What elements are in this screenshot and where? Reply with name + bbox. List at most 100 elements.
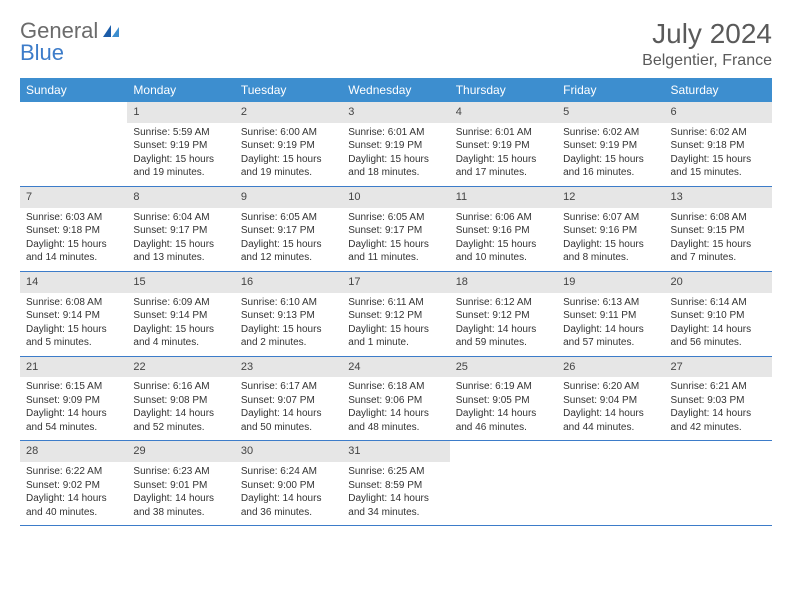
daylight-line2: and 40 minutes. [26,506,121,520]
sunset-text: Sunset: 9:14 PM [26,309,121,323]
sunrise-text: Sunrise: 6:04 AM [133,211,228,225]
day-info: Sunrise: 6:04 AMSunset: 9:17 PMDaylight:… [127,208,234,271]
sunrise-text: Sunrise: 6:13 AM [563,296,658,310]
sunrise-text: Sunrise: 6:21 AM [671,380,766,394]
day-number: 29 [127,441,234,462]
daylight-line1: Daylight: 14 hours [348,407,443,421]
daylight-line1: Daylight: 14 hours [241,407,336,421]
logo-text-blue: Blue [20,40,123,66]
daylight-line2: and 59 minutes. [456,336,551,350]
day-info: Sunrise: 6:09 AMSunset: 9:14 PMDaylight:… [127,293,234,356]
sunset-text: Sunset: 9:00 PM [241,479,336,493]
day-info: Sunrise: 6:23 AMSunset: 9:01 PMDaylight:… [127,462,234,525]
calendar-cell: ..... [557,441,664,526]
daylight-line2: and 5 minutes. [26,336,121,350]
day-info: Sunrise: 6:05 AMSunset: 9:17 PMDaylight:… [235,208,342,271]
sunset-text: Sunset: 9:06 PM [348,394,443,408]
calendar-cell: ..... [20,102,127,186]
location: Belgentier, France [642,52,772,70]
sunset-text: Sunset: 9:05 PM [456,394,551,408]
sunset-text: Sunset: 9:18 PM [26,224,121,238]
day-number: 11 [450,187,557,208]
daylight-line1: Daylight: 14 hours [241,492,336,506]
daylight-line2: and 15 minutes. [671,166,766,180]
sunrise-text: Sunrise: 6:07 AM [563,211,658,225]
daylight-line2: and 57 minutes. [563,336,658,350]
calendar-cell: ..... [665,441,772,526]
day-info: Sunrise: 6:01 AMSunset: 9:19 PMDaylight:… [450,123,557,186]
day-header: Tuesday [235,78,342,102]
title-block: July 2024 Belgentier, France [642,18,772,70]
calendar-cell: 4Sunrise: 6:01 AMSunset: 9:19 PMDaylight… [450,102,557,186]
day-info: Sunrise: 6:21 AMSunset: 9:03 PMDaylight:… [665,377,772,440]
day-number: 7 [20,187,127,208]
sunrise-text: Sunrise: 6:23 AM [133,465,228,479]
calendar-cell: 7Sunrise: 6:03 AMSunset: 9:18 PMDaylight… [20,186,127,271]
day-number: 22 [127,357,234,378]
day-header: Thursday [450,78,557,102]
day-number: 17 [342,272,449,293]
day-info: Sunrise: 6:19 AMSunset: 9:05 PMDaylight:… [450,377,557,440]
daylight-line2: and 16 minutes. [563,166,658,180]
day-info: Sunrise: 6:02 AMSunset: 9:18 PMDaylight:… [665,123,772,186]
day-number: 14 [20,272,127,293]
calendar-cell: 18Sunrise: 6:12 AMSunset: 9:12 PMDayligh… [450,271,557,356]
daylight-line1: Daylight: 15 hours [456,153,551,167]
daylight-line1: Daylight: 15 hours [563,153,658,167]
day-number: 21 [20,357,127,378]
day-number: 31 [342,441,449,462]
month-title: July 2024 [642,18,772,50]
sunrise-text: Sunrise: 6:00 AM [241,126,336,140]
calendar-cell: 15Sunrise: 6:09 AMSunset: 9:14 PMDayligh… [127,271,234,356]
sunrise-text: Sunrise: 6:03 AM [26,211,121,225]
sunrise-text: Sunrise: 6:08 AM [26,296,121,310]
daylight-line2: and 18 minutes. [348,166,443,180]
day-info: Sunrise: 6:10 AMSunset: 9:13 PMDaylight:… [235,293,342,356]
daylight-line2: and 34 minutes. [348,506,443,520]
sunrise-text: Sunrise: 6:25 AM [348,465,443,479]
calendar-cell: 17Sunrise: 6:11 AMSunset: 9:12 PMDayligh… [342,271,449,356]
day-info: Sunrise: 6:14 AMSunset: 9:10 PMDaylight:… [665,293,772,356]
day-info: Sunrise: 6:16 AMSunset: 9:08 PMDaylight:… [127,377,234,440]
calendar-cell: 10Sunrise: 6:05 AMSunset: 9:17 PMDayligh… [342,186,449,271]
daylight-line1: Daylight: 15 hours [348,238,443,252]
daylight-line1: Daylight: 15 hours [348,153,443,167]
daylight-line2: and 11 minutes. [348,251,443,265]
calendar-cell: 29Sunrise: 6:23 AMSunset: 9:01 PMDayligh… [127,441,234,526]
sunrise-text: Sunrise: 6:24 AM [241,465,336,479]
day-info: Sunrise: 6:17 AMSunset: 9:07 PMDaylight:… [235,377,342,440]
daylight-line1: Daylight: 15 hours [133,238,228,252]
day-info: Sunrise: 6:00 AMSunset: 9:19 PMDaylight:… [235,123,342,186]
sunset-text: Sunset: 9:11 PM [563,309,658,323]
calendar-week-row: 7 Sunrise: 6:03 AMSunset: 9:18 PM Daylight… [20,186,772,271]
calendar-cell: 13Sunrise: 6:08 AMSunset: 9:15 PMDayligh… [665,186,772,271]
sunset-text: Sunset: 8:59 PM [348,479,443,493]
day-info: Sunrise: 6:12 AMSunset: 9:12 PMDaylight:… [450,293,557,356]
sunrise-text: Sunrise: 6:17 AM [241,380,336,394]
logo: GeneralBlue [20,18,123,66]
calendar-week-row: 28Sunrise: 6:22 AMSunset: 9:02 PMDayligh… [20,441,772,526]
daylight-line2: and 36 minutes. [241,506,336,520]
daylight-line1: Daylight: 14 hours [133,407,228,421]
day-number: 2 [235,102,342,123]
day-header: Friday [557,78,664,102]
day-info: Sunrise: 6:13 AMSunset: 9:11 PMDaylight:… [557,293,664,356]
day-header: Saturday [665,78,772,102]
sunrise-text: Sunrise: 6:18 AM [348,380,443,394]
daylight-line1: Daylight: 14 hours [26,492,121,506]
daylight-line2: and 13 minutes. [133,251,228,265]
day-header: Wednesday [342,78,449,102]
sunrise-text: Sunrise: 6:05 AM [348,211,443,225]
day-info: Sunrise: 6:15 AMSunset: 9:09 PMDaylight:… [20,377,127,440]
sunrise-text: Sunrise: 5:59 AM [133,126,228,140]
calendar-cell: 16Sunrise: 6:10 AMSunset: 9:13 PMDayligh… [235,271,342,356]
daylight-line2: and 48 minutes. [348,421,443,435]
sunset-text: Sunset: 9:09 PM [26,394,121,408]
daylight-line2: and 1 minute. [348,336,443,350]
sunset-text: Sunset: 9:08 PM [133,394,228,408]
calendar-header-row: SundayMondayTuesdayWednesdayThursdayFrid… [20,78,772,102]
day-number: 10 [342,187,449,208]
sunset-text: Sunset: 9:19 PM [241,139,336,153]
daylight-line2: and 52 minutes. [133,421,228,435]
daylight-line1: Daylight: 15 hours [348,323,443,337]
